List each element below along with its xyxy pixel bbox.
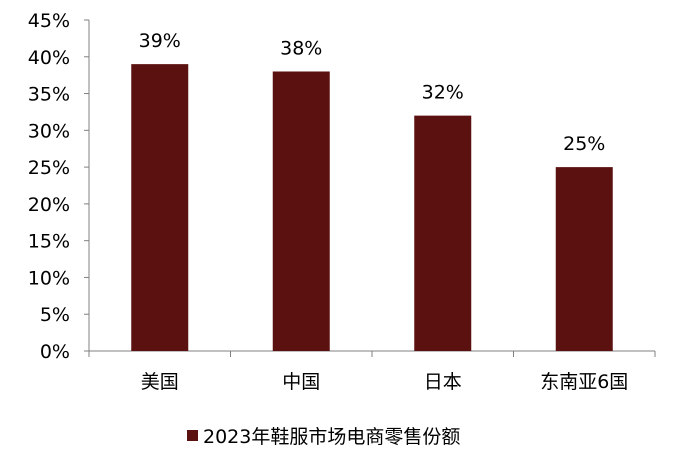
data-label: 39% bbox=[139, 30, 181, 52]
y-tick-label: 15% bbox=[28, 231, 70, 253]
bar bbox=[272, 71, 330, 351]
y-tick-label: 0% bbox=[40, 341, 70, 363]
y-tick-label: 20% bbox=[28, 194, 70, 216]
y-tick-label: 40% bbox=[28, 47, 70, 69]
bars bbox=[131, 64, 613, 351]
data-labels: 39% 38% 32% 25% bbox=[139, 30, 606, 155]
bar bbox=[414, 115, 472, 351]
x-category-label: 美国 bbox=[141, 371, 179, 393]
legend: 2023年鞋服市场电商零售份额 bbox=[187, 426, 460, 448]
legend-swatch bbox=[187, 430, 198, 441]
y-tick-label: 10% bbox=[28, 267, 70, 289]
bar bbox=[131, 64, 189, 351]
x-category-label: 东南亚6国 bbox=[540, 371, 628, 393]
y-tick-label: 35% bbox=[28, 84, 70, 106]
legend-label: 2023年鞋服市场电商零售份额 bbox=[203, 426, 460, 448]
y-tick-label: 25% bbox=[28, 157, 70, 179]
x-category-label: 日本 bbox=[424, 371, 462, 393]
y-axis: 0% 5% 10% 15% 20% 25% 30% 35% 40% 45% bbox=[28, 10, 90, 363]
data-label: 25% bbox=[563, 133, 605, 155]
data-label: 32% bbox=[422, 82, 464, 104]
y-tick-label: 45% bbox=[28, 10, 70, 32]
y-tick-label: 30% bbox=[28, 120, 70, 142]
data-label: 38% bbox=[280, 37, 322, 59]
bar bbox=[555, 167, 613, 351]
x-axis: 美国 中国 日本 东南亚6国 bbox=[88, 350, 656, 393]
x-category-label: 中国 bbox=[282, 371, 320, 393]
y-tick-label: 5% bbox=[40, 304, 70, 326]
